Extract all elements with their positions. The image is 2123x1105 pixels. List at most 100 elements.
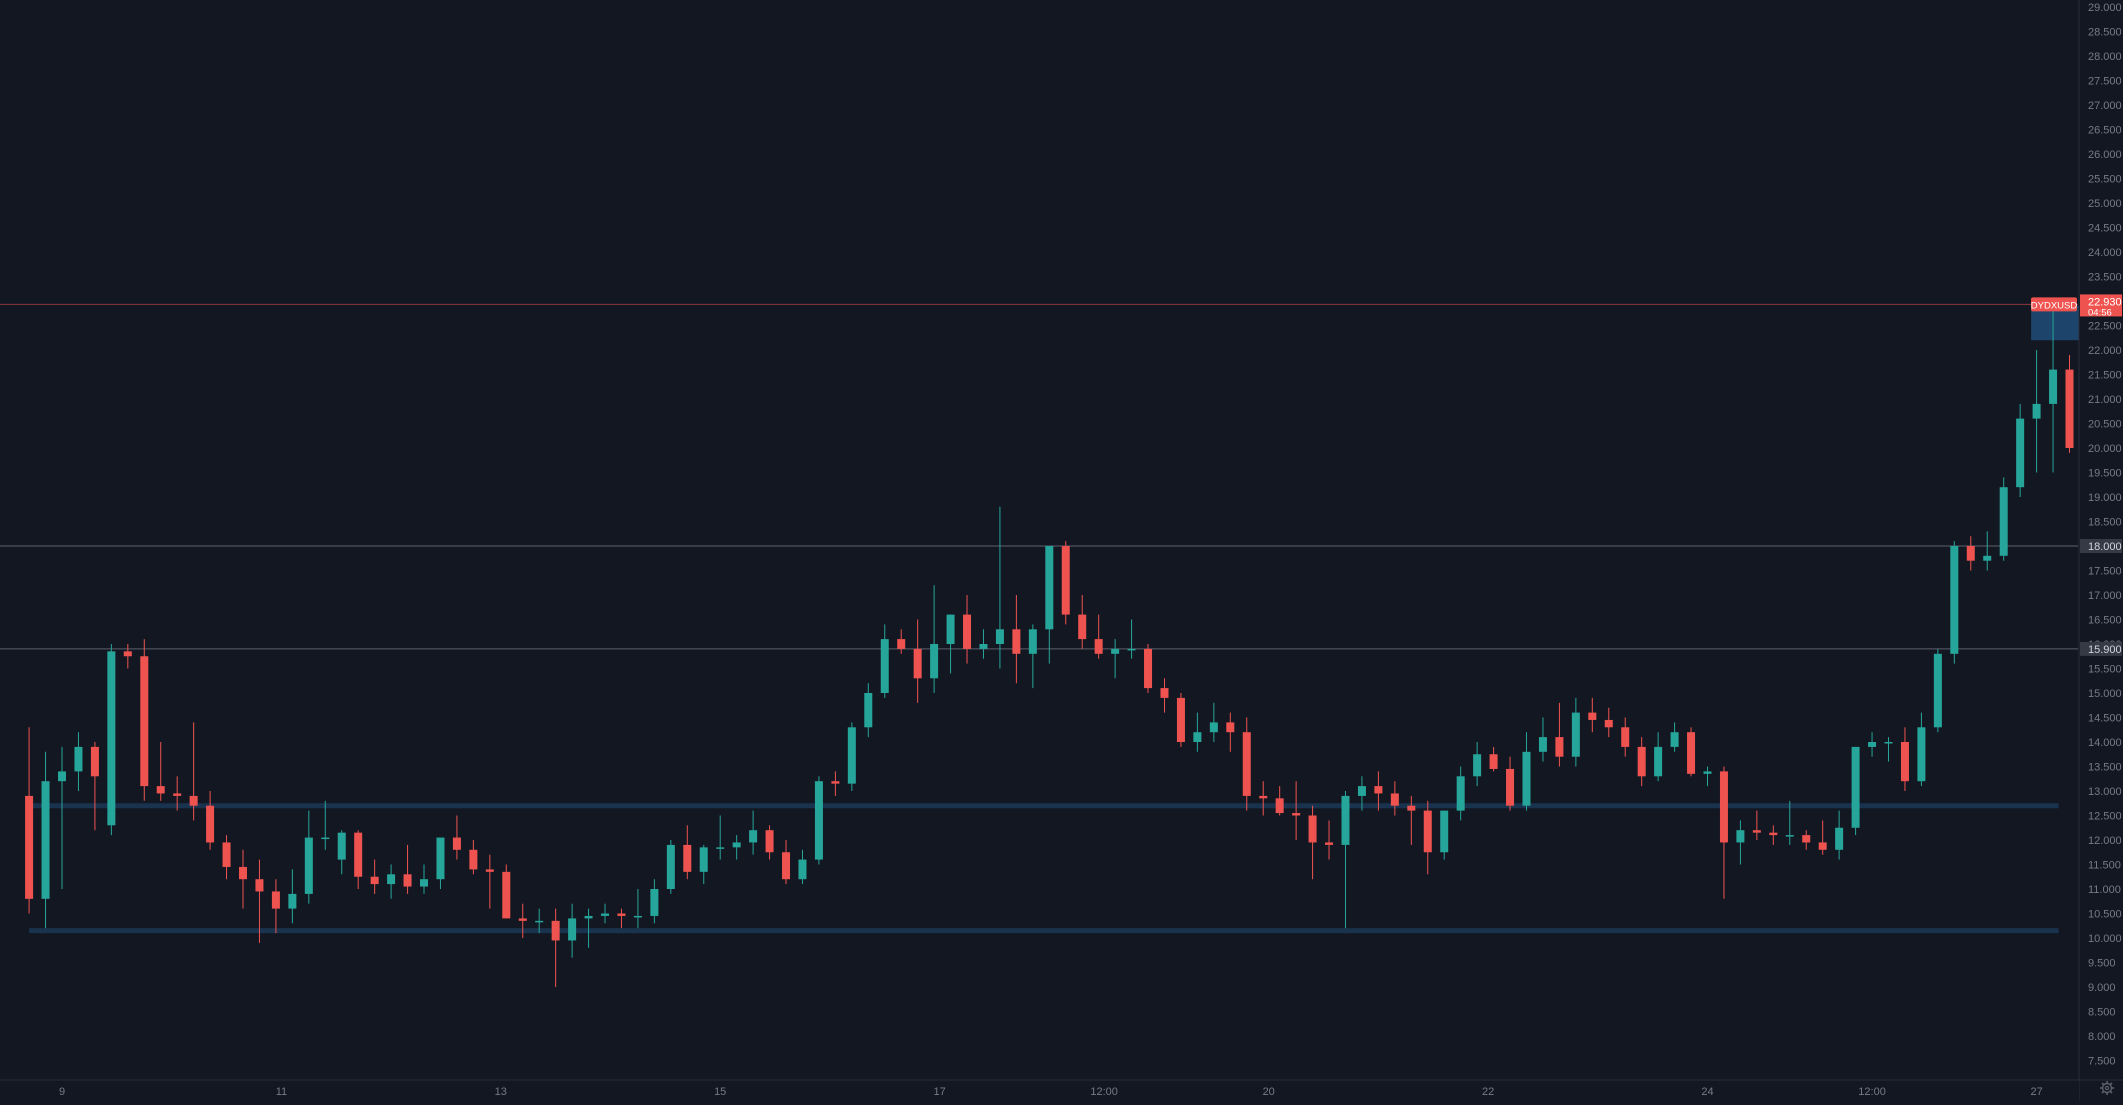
candle-body[interactable] — [765, 830, 774, 853]
candle-body[interactable] — [814, 781, 823, 860]
candle-body[interactable] — [880, 639, 889, 693]
candle-body[interactable] — [1621, 727, 1630, 747]
candle-body[interactable] — [716, 847, 725, 849]
candle-body[interactable] — [74, 746, 83, 772]
candle-body[interactable] — [1802, 835, 1811, 843]
candle-body[interactable] — [633, 915, 642, 918]
candle-body[interactable] — [946, 614, 955, 644]
candle-body[interactable] — [2032, 403, 2041, 419]
candle-body[interactable] — [452, 837, 461, 850]
candle-body[interactable] — [189, 795, 198, 806]
candle-body[interactable] — [1637, 746, 1646, 777]
candle-body[interactable] — [436, 837, 445, 880]
candle-body[interactable] — [1555, 737, 1564, 757]
candle-body[interactable] — [271, 891, 280, 909]
candle-body[interactable] — [913, 648, 922, 679]
candle-body[interactable] — [1275, 798, 1284, 814]
candle-body[interactable] — [666, 844, 675, 889]
candle-body[interactable] — [206, 805, 215, 843]
candle-body[interactable] — [1440, 810, 1449, 853]
support-zone[interactable] — [29, 928, 2059, 934]
candle-body[interactable] — [2049, 369, 2058, 404]
candle-body[interactable] — [831, 781, 840, 784]
candle-body[interactable] — [1176, 697, 1185, 742]
candle-body[interactable] — [1752, 830, 1761, 833]
candle-body[interactable] — [1078, 614, 1087, 640]
candle-body[interactable] — [963, 614, 972, 649]
candle-body[interactable] — [518, 918, 527, 921]
candle-body[interactable] — [650, 889, 659, 916]
time-axis[interactable] — [0, 1080, 2079, 1100]
candle-body[interactable] — [1670, 732, 1679, 747]
candle-body[interactable] — [1999, 487, 2008, 556]
candle-body[interactable] — [1785, 835, 1794, 837]
candle-body[interactable] — [979, 644, 988, 649]
candle-body[interactable] — [551, 920, 560, 941]
candle-body[interactable] — [1736, 830, 1745, 843]
candle-body[interactable] — [255, 879, 264, 892]
candle-body[interactable] — [749, 830, 758, 843]
candle-body[interactable] — [1045, 546, 1054, 630]
candle-body[interactable] — [1061, 546, 1070, 615]
candle-body[interactable] — [304, 837, 313, 894]
candle-body[interactable] — [420, 879, 429, 887]
candle-body[interactable] — [1604, 719, 1613, 728]
candle-body[interactable] — [1160, 688, 1169, 698]
candle-body[interactable] — [1259, 795, 1268, 799]
candle-body[interactable] — [1473, 754, 1482, 777]
candle-body[interactable] — [1950, 546, 1959, 654]
candle-body[interactable] — [1588, 712, 1597, 720]
candle-body[interactable] — [1769, 832, 1778, 836]
candle-body[interactable] — [2016, 418, 2025, 488]
candle-body[interactable] — [1522, 751, 1531, 806]
candle-body[interactable] — [1292, 813, 1301, 816]
candle-body[interactable] — [1506, 768, 1515, 806]
candle-body[interactable] — [617, 913, 626, 916]
candle-body[interactable] — [864, 693, 873, 728]
candle-body[interactable] — [897, 639, 906, 649]
candle-body[interactable] — [25, 795, 34, 899]
candle-body[interactable] — [699, 847, 708, 872]
candle-body[interactable] — [1325, 842, 1334, 845]
candle-body[interactable] — [1193, 732, 1202, 742]
candle-body[interactable] — [732, 842, 741, 848]
candle-body[interactable] — [2065, 369, 2074, 448]
candle-body[interactable] — [1687, 732, 1696, 774]
candle-body[interactable] — [1868, 742, 1877, 747]
candle-body[interactable] — [1242, 732, 1251, 796]
candle-body[interactable] — [1719, 771, 1728, 843]
candle-body[interactable] — [1966, 546, 1975, 561]
candle-body[interactable] — [123, 651, 132, 657]
candle-body[interactable] — [1456, 776, 1465, 811]
candle-body[interactable] — [1094, 639, 1103, 654]
support-zone[interactable] — [29, 803, 2059, 809]
candle-body[interactable] — [568, 918, 577, 941]
candle-body[interactable] — [403, 874, 412, 887]
candle-body[interactable] — [1423, 810, 1432, 853]
candle-body[interactable] — [222, 842, 231, 867]
candle-body[interactable] — [1341, 795, 1350, 845]
candle-body[interactable] — [1851, 746, 1860, 828]
candle-body[interactable] — [1933, 653, 1942, 728]
candle-body[interactable] — [798, 859, 807, 880]
candle-body[interactable] — [1983, 555, 1992, 561]
candle-body[interactable] — [1538, 737, 1547, 752]
candle-body[interactable] — [321, 837, 330, 840]
candle-body[interactable] — [58, 771, 66, 782]
candle-body[interactable] — [601, 913, 610, 916]
candle-body[interactable] — [1835, 827, 1844, 850]
candle-body[interactable] — [41, 781, 50, 899]
candle-body[interactable] — [782, 852, 791, 880]
candle-body[interactable] — [239, 866, 248, 880]
candle-body[interactable] — [1209, 722, 1218, 733]
candle-body[interactable] — [337, 832, 346, 860]
candle-body[interactable] — [1111, 648, 1120, 654]
candle-body[interactable] — [1489, 754, 1498, 769]
candle-body[interactable] — [156, 786, 165, 794]
candle-body[interactable] — [370, 876, 379, 885]
candle-body[interactable] — [173, 793, 182, 796]
candle-body[interactable] — [1308, 815, 1317, 843]
candle-body[interactable] — [90, 746, 99, 777]
